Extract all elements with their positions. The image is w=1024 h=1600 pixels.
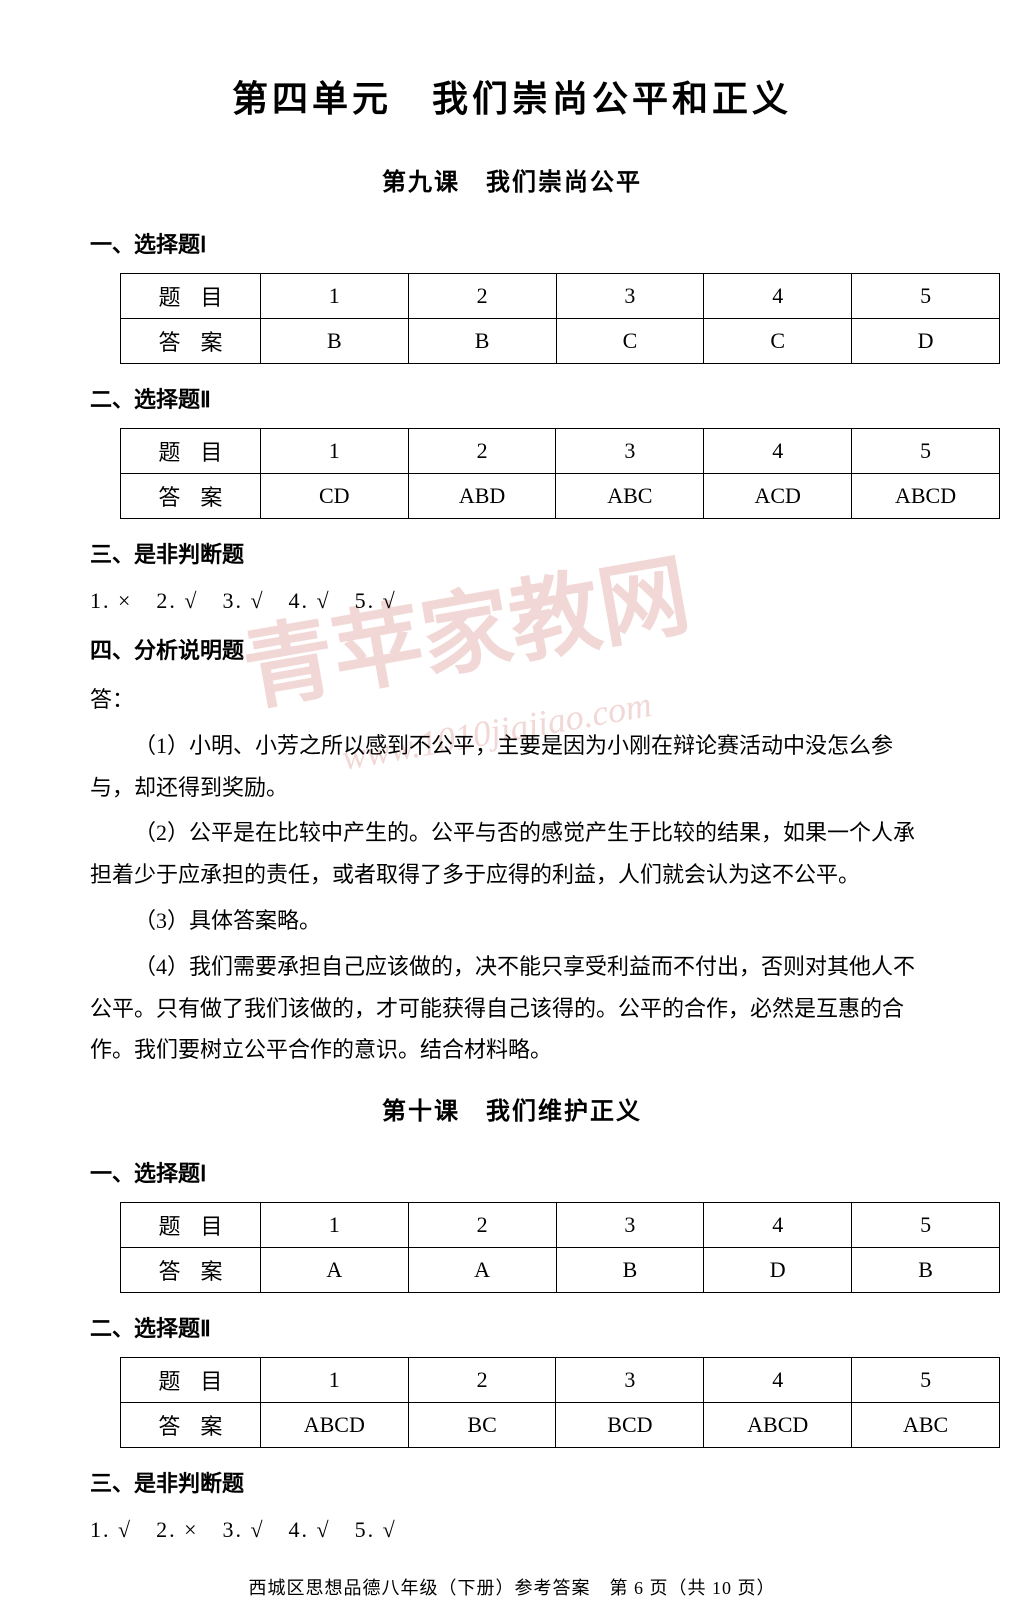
- analysis-p3: （3）具体答案略。: [90, 900, 934, 942]
- row-label: 题目: [121, 429, 261, 474]
- lesson9-section1-heading: 一、选择题Ⅰ: [90, 227, 934, 259]
- lesson9-section4-heading: 四、分析说明题: [90, 633, 934, 665]
- table-cell: ACD: [704, 474, 852, 519]
- lesson10-section2-heading: 二、选择题Ⅱ: [90, 1311, 934, 1343]
- table-cell: CD: [260, 474, 408, 519]
- page-footer: 西城区思想品德八年级（下册）参考答案 第 6 页（共 10 页）: [90, 1574, 934, 1600]
- table-cell: B: [408, 319, 556, 364]
- table-cell: 5: [852, 429, 1000, 474]
- lesson9-section2-heading: 二、选择题Ⅱ: [90, 382, 934, 414]
- table-cell: 1: [260, 274, 408, 319]
- table-cell: 2: [408, 1358, 556, 1403]
- table-cell: 5: [852, 1203, 1000, 1248]
- table-cell: 3: [556, 1203, 704, 1248]
- table-cell: ABCD: [704, 1403, 852, 1448]
- lesson9-table1: 题目 1 2 3 4 5 答案 B B C C D: [120, 273, 1000, 364]
- lesson10-title: 第十课 我们维护正义: [90, 1091, 934, 1126]
- analysis-p1: （1）小明、小芳之所以感到不公平，主要是因为小刚在辩论赛活动中没怎么参与，却还得…: [90, 725, 934, 809]
- table-row: 答案 A A B D B: [121, 1248, 1000, 1293]
- lesson10-section1-heading: 一、选择题Ⅰ: [90, 1156, 934, 1188]
- table-cell: 4: [704, 429, 852, 474]
- table-cell: ABCD: [852, 474, 1000, 519]
- table-cell: BCD: [556, 1403, 704, 1448]
- lesson9-judge-answers: 1. × 2. √ 3. √ 4. √ 5. √: [90, 583, 934, 615]
- lesson9-title: 第九课 我们崇尚公平: [90, 162, 934, 197]
- table-cell: D: [704, 1248, 852, 1293]
- table-cell: 1: [260, 1203, 408, 1248]
- table-cell: 2: [408, 429, 556, 474]
- answer-label: 答案: [121, 1403, 261, 1448]
- table-cell: C: [556, 319, 704, 364]
- table-cell: 5: [852, 274, 1000, 319]
- table-cell: ABCD: [260, 1403, 408, 1448]
- table-row: 答案 ABCD BC BCD ABCD ABC: [121, 1403, 1000, 1448]
- analysis-p2: （2）公平是在比较中产生的。公平与否的感觉产生于比较的结果，如果一个人承担着少于…: [90, 812, 934, 896]
- table-cell: 2: [408, 274, 556, 319]
- row-label: 题目: [121, 274, 261, 319]
- table-cell: BC: [408, 1403, 556, 1448]
- table-cell: D: [852, 319, 1000, 364]
- table-cell: ABD: [408, 474, 556, 519]
- table-cell: A: [408, 1248, 556, 1293]
- table-cell: B: [852, 1248, 1000, 1293]
- table-cell: 1: [260, 429, 408, 474]
- table-cell: ABC: [852, 1403, 1000, 1448]
- table-row: 题目 1 2 3 4 5: [121, 274, 1000, 319]
- lesson10-table1: 题目 1 2 3 4 5 答案 A A B D B: [120, 1202, 1000, 1293]
- table-cell: ABC: [556, 474, 704, 519]
- table-cell: 4: [704, 274, 852, 319]
- table-cell: 4: [704, 1203, 852, 1248]
- answer-label: 答案: [121, 474, 261, 519]
- row-label: 题目: [121, 1203, 261, 1248]
- table-cell: C: [704, 319, 852, 364]
- table-cell: B: [556, 1248, 704, 1293]
- row-label: 题目: [121, 1358, 261, 1403]
- table-cell: 5: [852, 1358, 1000, 1403]
- lesson10-section3-heading: 三、是非判断题: [90, 1466, 934, 1498]
- analysis-label: 答：: [90, 679, 934, 721]
- table-cell: A: [260, 1248, 408, 1293]
- table-cell: 3: [556, 1358, 704, 1403]
- lesson9-analysis: 答： （1）小明、小芳之所以感到不公平，主要是因为小刚在辩论赛活动中没怎么参与，…: [90, 679, 934, 1071]
- table-cell: 3: [556, 274, 704, 319]
- table-row: 答案 B B C C D: [121, 319, 1000, 364]
- lesson10-judge-answers: 1. √ 2. × 3. √ 4. √ 5. √: [90, 1512, 934, 1544]
- table-row: 题目 1 2 3 4 5: [121, 429, 1000, 474]
- lesson9-section3-heading: 三、是非判断题: [90, 537, 934, 569]
- table-cell: 3: [556, 429, 704, 474]
- lesson9-table2: 题目 1 2 3 4 5 答案 CD ABD ABC ACD ABCD: [120, 428, 1000, 519]
- unit-title: 第四单元 我们崇尚公平和正义: [90, 70, 934, 122]
- table-cell: 1: [260, 1358, 408, 1403]
- lesson10-table2: 题目 1 2 3 4 5 答案 ABCD BC BCD ABCD ABC: [120, 1357, 1000, 1448]
- analysis-p4: （4）我们需要承担自己应该做的，决不能只享受利益而不付出，否则对其他人不公平。只…: [90, 946, 934, 1071]
- table-cell: 4: [704, 1358, 852, 1403]
- answer-label: 答案: [121, 1248, 261, 1293]
- table-row: 题目 1 2 3 4 5: [121, 1203, 1000, 1248]
- table-row: 题目 1 2 3 4 5: [121, 1358, 1000, 1403]
- answer-label: 答案: [121, 319, 261, 364]
- table-row: 答案 CD ABD ABC ACD ABCD: [121, 474, 1000, 519]
- table-cell: B: [260, 319, 408, 364]
- table-cell: 2: [408, 1203, 556, 1248]
